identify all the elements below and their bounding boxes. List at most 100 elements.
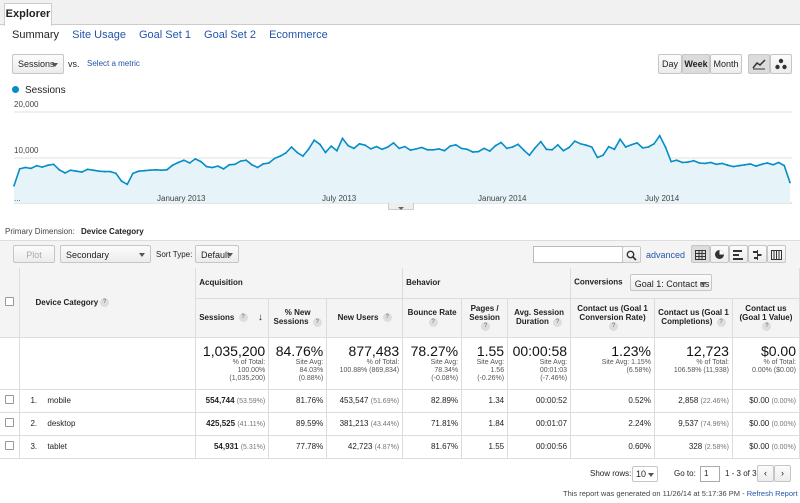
line-chart-icon [752,59,766,70]
chart-point [488,150,491,153]
view-pie-button[interactable] [710,245,729,263]
row-value: $0.00 (0.00%) [732,389,800,413]
row-new-sessions: 81.76% [268,389,328,413]
chart-point [772,163,774,166]
row-new-users-pct: (4.87%) [374,444,400,451]
metric-select[interactable]: Sessions [12,54,64,74]
subtab-ecommerce[interactable]: Ecommerce [269,29,328,41]
show-rows-select[interactable]: 10 [632,466,658,482]
search-button[interactable] [622,246,641,263]
refresh-report-link[interactable]: Refresh Report [746,489,798,498]
row-sessions-value: 54,931 [213,442,239,451]
new-users-header[interactable]: New Users ? [326,298,404,338]
row-sessions-pct: (53.59%) [236,398,266,405]
chart-resize-handle[interactable] [388,203,414,210]
chart-point [35,164,38,167]
row-completions-pct: (74.96%) [700,421,729,428]
help-icon: ? [716,317,726,327]
chart-point [647,146,650,148]
period-day-button[interactable]: Day [658,54,682,74]
chart-point [477,150,480,153]
tab-strip [0,0,800,25]
sort-descending-icon: ↓ [257,312,263,323]
table-search-input[interactable] [533,246,623,263]
chart-point [58,168,61,171]
row-conv-rate: 0.60% [570,435,655,459]
generated-text: This report was generated on 11/26/14 at… [563,489,745,498]
goto-input[interactable]: 1 [700,466,720,482]
view-table-button[interactable] [691,245,710,263]
chart-point [302,155,304,158]
totals-value-sub1: % of Total: [763,358,796,366]
select-metric-link[interactable]: Select a metric [87,59,140,68]
chart-point [556,143,559,146]
chart-point [296,151,299,154]
chart-point [743,163,746,166]
new-sessions-header[interactable]: % New Sessions ? [268,298,328,338]
chart-point [551,148,553,151]
prev-page-button[interactable]: ‹ [757,465,774,482]
advanced-filter-link[interactable]: advanced [646,250,686,260]
period-week-button[interactable]: Week [682,54,710,74]
chart-point [607,145,610,148]
next-page-button[interactable]: › [774,465,791,482]
chart-point [573,140,576,143]
subtab-summary[interactable]: Summary [12,29,60,41]
totals-new-sessions-sub3: (0.88%) [298,374,324,382]
totals-new-sessions-sub1: Site Avg: [295,358,324,366]
goal-select[interactable]: Goal 1: Contact us [629,274,712,292]
subtab-goal-set-2[interactable]: Goal Set 2 [204,29,257,41]
sessions-header[interactable]: Sessions ? ↓ [195,298,270,338]
chart-point [222,168,225,170]
select-all-cell [0,268,21,338]
motion-chart-view-button[interactable] [770,54,792,74]
chevron-down-icon [52,63,58,67]
row-checkbox[interactable] [5,395,15,404]
row-checkbox[interactable] [5,418,15,427]
row-checkbox[interactable] [5,441,15,450]
conv-rate-header[interactable]: Contact us (Goal 1 Conversion Rate) ? [570,298,655,338]
chart-point [732,165,735,168]
table-row: 1. mobile 554,744 (53.59%) 81.76% 453,547 (… [0,389,800,413]
primary-dimension-device-category[interactable]: Device Category [81,227,144,236]
row-device-link[interactable]: mobile [47,396,71,405]
device-category-header-label: Device Category [35,297,99,307]
pages-session-header[interactable]: Pages / Session ? [461,298,509,338]
view-pivot-button[interactable] [767,245,786,263]
help-icon: ? [553,317,563,327]
totals-bounce-sub2: 78.34% [434,366,459,374]
chart-point [205,165,208,168]
y-tick-10000: 10,000 [14,146,39,155]
row-device-link[interactable]: desktop [47,419,76,428]
row-device-link[interactable]: tablet [47,442,67,451]
completions-header[interactable]: Contact us (Goal 1 Completions) ? [654,298,733,338]
view-comparison-button[interactable] [748,245,767,263]
row-bounce: 71.81% [402,412,463,436]
vs-label: vs. [68,59,80,69]
goal-value-header[interactable]: Contact us (Goal 1 Value) ? [732,298,800,338]
chart-point [709,161,712,164]
avg-duration-header[interactable]: Avg. Session Duration ? [507,298,572,338]
tab-explorer[interactable]: Explorer [4,3,52,26]
line-chart-view-button[interactable] [748,54,770,74]
chart-point [330,145,333,148]
secondary-dimension-select[interactable]: Secondary dimension [60,245,151,278]
behavior-group-header: Behavior [402,268,572,299]
bounce-rate-header[interactable]: Bounce Rate ? [402,298,463,338]
sort-type-select[interactable]: Default [195,245,239,263]
goto-label: Go to: [674,469,696,478]
subtab-site-usage[interactable]: Site Usage [72,29,126,41]
chart-point [30,167,32,170]
subtab-goal-set-1[interactable]: Goal Set 1 [139,29,191,41]
chart-point [24,166,27,169]
period-month-button[interactable]: Month [710,54,742,74]
row-value-value: $0.00 [749,419,770,428]
plot-rows-button[interactable]: Plot Rows [13,245,55,278]
chart-point [420,146,423,149]
select-all-checkbox[interactable] [5,296,15,306]
view-performance-button[interactable] [729,245,748,263]
device-category-header[interactable]: Device Category? [19,268,197,338]
row-new-users: 42,723 (4.87%) [326,435,404,459]
chart-point [183,159,185,162]
chart-point [426,148,429,151]
